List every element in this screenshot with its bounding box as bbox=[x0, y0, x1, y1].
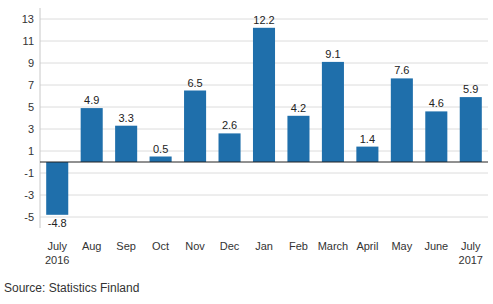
y-tick-label: 13 bbox=[22, 13, 34, 25]
y-tick-label: -5 bbox=[24, 211, 34, 223]
data-label: 3.3 bbox=[119, 112, 134, 124]
x-tick-label: Nov bbox=[185, 240, 205, 252]
bar bbox=[322, 62, 344, 162]
x-tick-label: Sep bbox=[116, 240, 136, 252]
y-tick-label: -3 bbox=[24, 189, 34, 201]
x-tick-label: Dec bbox=[220, 240, 240, 252]
grid-line bbox=[40, 195, 488, 196]
x-tick-line: Feb bbox=[289, 240, 308, 252]
data-label: 1.4 bbox=[360, 133, 375, 145]
bar bbox=[46, 162, 68, 215]
x-tick-line: Jan bbox=[255, 240, 273, 252]
x-tick-label: June bbox=[424, 240, 448, 252]
bar bbox=[150, 157, 172, 163]
chart: -5-3-1135791113-4.84.93.30.56.52.612.24.… bbox=[0, 0, 493, 304]
y-tick-label: 5 bbox=[28, 101, 34, 113]
data-label: -4.8 bbox=[48, 217, 67, 229]
bars bbox=[46, 28, 482, 215]
data-label: 9.1 bbox=[325, 48, 340, 60]
data-label: 4.9 bbox=[84, 94, 99, 106]
bar bbox=[460, 97, 482, 162]
data-label: 4.2 bbox=[291, 102, 306, 114]
x-tick-line: March bbox=[318, 240, 349, 252]
x-tick-line: Aug bbox=[82, 240, 102, 252]
y-axis-line bbox=[40, 8, 41, 228]
x-tick-line: Oct bbox=[152, 240, 169, 252]
x-tick-label: Jan bbox=[255, 240, 273, 252]
x-tick-line: July bbox=[461, 240, 481, 252]
y-tick-label: 7 bbox=[28, 79, 34, 91]
bar bbox=[287, 116, 309, 162]
grid-line bbox=[40, 217, 488, 218]
bar bbox=[391, 78, 413, 162]
data-label: 0.5 bbox=[153, 143, 168, 155]
x-tick-line: April bbox=[356, 240, 378, 252]
bar bbox=[356, 147, 378, 162]
x-tick-line: July bbox=[47, 240, 67, 252]
x-tick-line: 2016 bbox=[45, 254, 69, 266]
x-tick-line: Dec bbox=[220, 240, 240, 252]
x-tick-label: March bbox=[318, 240, 349, 252]
y-tick-label: 1 bbox=[28, 145, 34, 157]
x-tick-label: May bbox=[391, 240, 412, 252]
bar bbox=[253, 28, 275, 162]
bar bbox=[81, 108, 103, 162]
data-label: 6.5 bbox=[187, 77, 202, 89]
bar bbox=[219, 133, 241, 162]
y-tick-label: 9 bbox=[28, 57, 34, 69]
data-label: 4.6 bbox=[429, 97, 444, 109]
bar bbox=[184, 91, 206, 163]
x-tick-label: April bbox=[356, 240, 378, 252]
bar bbox=[115, 126, 137, 162]
y-tick-label: 3 bbox=[28, 123, 34, 135]
y-tick-label: -1 bbox=[24, 167, 34, 179]
source: Source: Statistics Finland bbox=[4, 281, 139, 295]
data-label: 12.2 bbox=[253, 14, 274, 26]
baseline bbox=[40, 162, 488, 163]
x-tick-line: 2017 bbox=[459, 254, 483, 266]
x-tick-line: Sep bbox=[116, 240, 136, 252]
data-label: 7.6 bbox=[394, 64, 409, 76]
x-tick-label: Feb bbox=[289, 240, 308, 252]
bar bbox=[425, 111, 447, 162]
x-tick-label: July 2016 bbox=[45, 240, 69, 266]
x-tick-line: Nov bbox=[185, 240, 205, 252]
x-tick-label: Oct bbox=[152, 240, 169, 252]
y-tick-label: 11 bbox=[23, 35, 34, 47]
x-tick-line: May bbox=[391, 240, 412, 252]
data-label: 2.6 bbox=[222, 119, 237, 131]
x-tick-label: Aug bbox=[82, 240, 102, 252]
x-tick-label: July 2017 bbox=[459, 240, 483, 266]
data-label: 5.9 bbox=[463, 83, 478, 95]
grid-line bbox=[40, 173, 488, 174]
x-tick-line: June bbox=[424, 240, 448, 252]
